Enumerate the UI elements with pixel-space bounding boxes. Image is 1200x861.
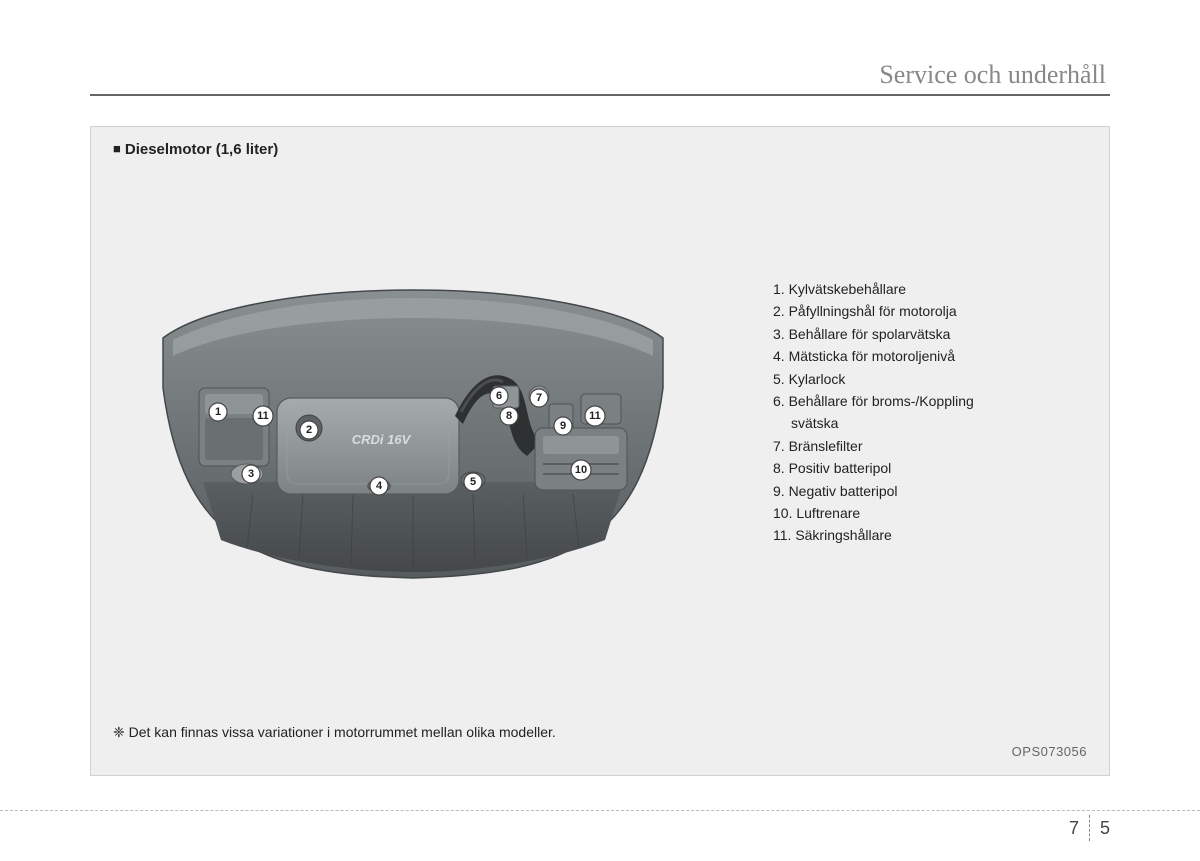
page-footer: 7 5 — [1069, 815, 1110, 841]
air-cleaner — [535, 428, 627, 490]
callout-1: 1 — [209, 403, 227, 421]
callout-6: 6 — [490, 387, 508, 405]
figure-title-text: Dieselmotor (1,6 liter) — [125, 141, 278, 158]
page-section-title: Service och underhåll — [90, 60, 1110, 90]
square-bullet-icon: ■ — [113, 141, 121, 156]
callout-4: 4 — [370, 477, 388, 495]
callout-3: 3 — [242, 465, 260, 483]
engine-svg: CRDi 16V — [143, 278, 683, 588]
svg-text:2: 2 — [306, 424, 312, 436]
callout-11: 11 — [253, 406, 273, 426]
callout-7: 7 — [530, 389, 548, 407]
legend-item: 6. Behållare för broms-/Koppling — [773, 390, 974, 412]
svg-text:11: 11 — [589, 410, 601, 422]
engine-diagram: CRDi 16V — [143, 278, 683, 588]
callout-5: 5 — [464, 473, 482, 491]
callout-2: 2 — [300, 421, 318, 439]
engine-cover-label: CRDi 16V — [352, 432, 412, 447]
figure-footnote: ❈ Det kan finnas vissa variationer i mot… — [113, 724, 556, 741]
svg-text:11: 11 — [257, 410, 269, 422]
svg-text:3: 3 — [248, 468, 254, 480]
svg-text:4: 4 — [376, 480, 383, 492]
svg-text:6: 6 — [496, 390, 502, 402]
legend-item: 1. Kylvätskebehållare — [773, 278, 974, 300]
header-rule — [90, 94, 1110, 96]
callout-11: 11 — [585, 406, 605, 426]
figure-box: ■ Dieselmotor (1,6 liter) — [90, 126, 1110, 776]
legend-item: 11. Säkringshållare — [773, 524, 974, 546]
legend-item: 3. Behållare för spolarvätska — [773, 323, 974, 345]
callout-10: 10 — [571, 460, 591, 480]
legend-item: 7. Bränslefilter — [773, 435, 974, 457]
callout-8: 8 — [500, 407, 518, 425]
legend-item: 9. Negativ batteripol — [773, 480, 974, 502]
svg-text:5: 5 — [470, 476, 476, 488]
legend-item: 8. Positiv batteripol — [773, 457, 974, 479]
figure-code: OPS073056 — [1012, 744, 1087, 759]
svg-text:10: 10 — [575, 464, 587, 476]
crop-dash-rule — [0, 810, 1200, 811]
page-number: 5 — [1100, 818, 1110, 839]
legend-item: 4. Mätsticka för motoroljenivå — [773, 345, 974, 367]
svg-text:1: 1 — [215, 406, 221, 418]
chapter-number: 7 — [1069, 818, 1079, 839]
page-footer-separator — [1089, 815, 1090, 841]
engine-cover: CRDi 16V — [277, 398, 459, 494]
legend-item: 2. Påfyllningshål för motorolja — [773, 300, 974, 322]
legend-item-wrap: svätska — [773, 412, 974, 434]
legend-item: 5. Kylarlock — [773, 368, 974, 390]
svg-text:7: 7 — [536, 392, 542, 404]
legend-list: 1. Kylvätskebehållare2. Påfyllningshål f… — [773, 278, 974, 547]
callout-9: 9 — [554, 417, 572, 435]
svg-text:9: 9 — [560, 420, 566, 432]
legend-item: 10. Luftrenare — [773, 502, 974, 524]
figure-title: ■ Dieselmotor (1,6 liter) — [113, 141, 1087, 158]
svg-text:8: 8 — [506, 410, 512, 422]
